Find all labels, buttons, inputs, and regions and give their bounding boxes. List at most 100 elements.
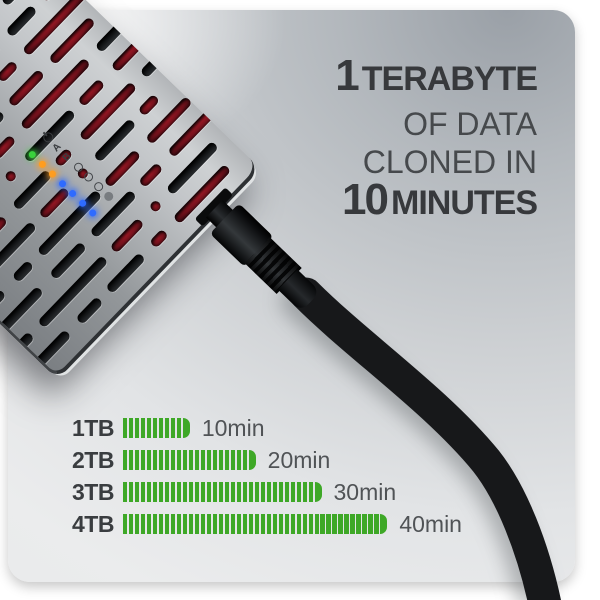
bar-segment [224, 514, 230, 534]
bar-segment [182, 450, 188, 470]
bar-segment [266, 514, 272, 534]
bar-segment [200, 482, 206, 502]
capacity-label: 2TB [72, 446, 114, 473]
bar-segment [254, 482, 260, 502]
bar-segment [164, 418, 170, 438]
bar-segment [326, 514, 331, 534]
bar-segment [206, 482, 212, 502]
bar-segment [224, 450, 230, 470]
bar-segment [224, 482, 230, 502]
vent-slot [149, 228, 169, 249]
bar-segment [356, 514, 361, 534]
bar-segment [278, 514, 283, 534]
vent-slot [19, 57, 91, 131]
bar-segment [206, 450, 212, 470]
bar-segment [308, 482, 313, 502]
bar-segment [146, 514, 152, 534]
vent-slot [3, 169, 18, 184]
bar-segment [212, 450, 218, 470]
vent-slot [138, 162, 164, 188]
bar-segment [200, 514, 206, 534]
vent-slot [11, 260, 35, 283]
bar-segment [374, 514, 379, 534]
bar-segment [350, 514, 355, 534]
bar-segment [158, 514, 164, 534]
bar-segment [236, 514, 242, 534]
bar-segment [170, 514, 176, 534]
headline: 1 TERABYTE OF DATA CLONED IN 10 MINUTES [335, 54, 538, 229]
bar-segment [152, 450, 158, 470]
bar-segment [176, 418, 182, 438]
vent-slot [0, 134, 17, 161]
vent-slot [103, 149, 142, 188]
bar-segment [338, 514, 343, 534]
bar-segment [164, 514, 170, 534]
vent-slot [77, 78, 106, 108]
bar-segment [260, 514, 266, 534]
bar-segment [230, 482, 236, 502]
bar-segment [128, 418, 134, 438]
bar-segment [236, 450, 242, 470]
clone-bar [123, 514, 388, 534]
vent-slot [0, 60, 19, 83]
bar-segment [308, 514, 313, 534]
bar-segment [242, 482, 248, 502]
bar-segment [242, 514, 248, 534]
bar-segment [314, 482, 322, 502]
clone-time-row: 3TB 30min [72, 480, 462, 503]
vent-slot [75, 296, 104, 325]
bar-segment [362, 514, 367, 534]
clone-time-row: 4TB 40min [72, 510, 462, 537]
vent-slot [109, 217, 145, 254]
vent-slot [0, 286, 44, 354]
duration-label: 40min [399, 510, 462, 537]
duration-label: 10min [201, 414, 265, 441]
vent-slot [137, 93, 161, 117]
bar-segment [140, 450, 146, 470]
bar-segment [236, 482, 242, 502]
clone-bar [123, 450, 256, 470]
vent-slot [5, 4, 38, 38]
bar-segment [272, 514, 277, 534]
bar-segment [248, 514, 254, 534]
bar-segment [140, 482, 146, 502]
bar-segment [212, 482, 218, 502]
headline-word-minutes: MINUTES [391, 184, 538, 222]
headline-line-3: CLONED IN [362, 144, 537, 180]
bar-segment [290, 482, 295, 502]
bar-segment [158, 450, 164, 470]
bar-segment [272, 482, 277, 502]
bar-segment [290, 514, 295, 534]
bar-segment [296, 514, 301, 534]
clone-time-row: 2TB 20min [72, 446, 462, 473]
bar-segment [242, 450, 248, 470]
bar-segment [266, 482, 272, 502]
headline-line-4: 10 MINUTES [335, 178, 538, 229]
bar-segment [194, 482, 200, 502]
clone-time-row: 1TB 10min [72, 414, 462, 441]
bar-segment [380, 514, 388, 534]
duration-label: 20min [267, 446, 331, 473]
bar-segment [134, 418, 140, 438]
vent-slot [37, 255, 109, 329]
vent-slot [0, 288, 7, 334]
bar-segment [302, 482, 307, 502]
bar-segment [218, 514, 224, 534]
bar-segment [170, 482, 176, 502]
vent-slot [148, 199, 163, 214]
headline-word-terabyte: TERABYTE [361, 60, 538, 98]
bar-segment [230, 514, 236, 534]
bar-segment [123, 418, 128, 438]
bar-segment [146, 450, 152, 470]
vent-slot [0, 0, 21, 7]
bar-segment [123, 450, 128, 470]
bar-segment [140, 418, 146, 438]
bar-segment [230, 450, 236, 470]
bar-segment [278, 482, 283, 502]
bar-segment [188, 450, 194, 470]
vent-slot [39, 0, 54, 3]
bar-segment [128, 514, 134, 534]
bar-segment [302, 514, 307, 534]
capacity-label: 1TB [72, 414, 114, 441]
